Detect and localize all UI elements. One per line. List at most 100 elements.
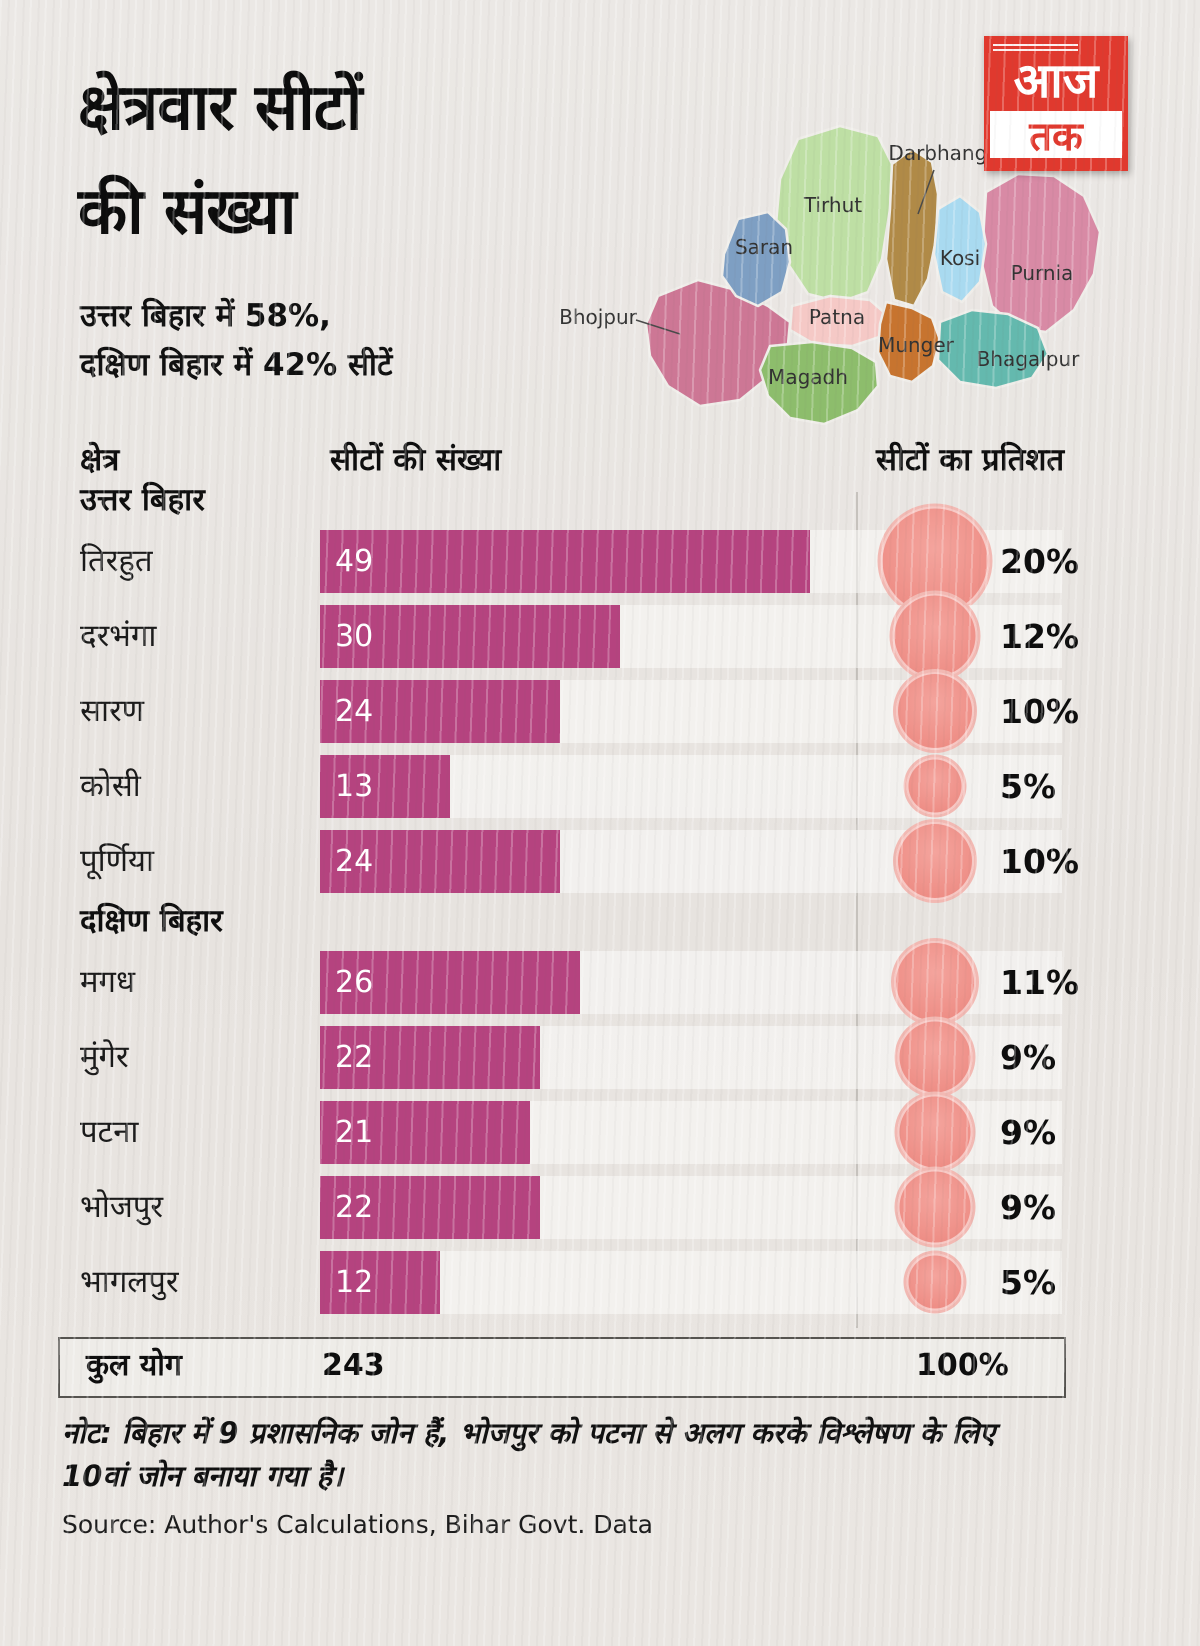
source-credit: Source: Author's Calculations, Bihar Gov… xyxy=(62,1510,653,1539)
map-label-tirhut: Tirhut xyxy=(803,193,862,217)
percent-label: 5% xyxy=(1000,767,1057,806)
region-label: मगध xyxy=(80,964,136,1000)
seat-bar: 24 xyxy=(320,830,560,893)
column-divider xyxy=(856,492,858,1328)
seat-bar: 12 xyxy=(320,1251,440,1314)
seat-count: 22 xyxy=(335,1190,374,1225)
map-label-bhojpur: Bhojpur xyxy=(559,305,638,329)
column-header-percent: सीटों का प्रतिशत xyxy=(876,442,1065,478)
map-label-purnia: Purnia xyxy=(1011,261,1074,285)
percent-circle xyxy=(906,1253,964,1311)
map-pointer-line xyxy=(635,319,681,335)
seat-bar: 49 xyxy=(320,530,810,593)
footnote-line1: नोट: बिहार में 9 प्रशासनिक जोन हैं, भोजप… xyxy=(62,1416,996,1450)
column-header-region: क्षेत्र xyxy=(80,442,120,478)
map-label-patna: Patna xyxy=(809,305,865,329)
region-label: पटना xyxy=(80,1114,139,1150)
region-label: कोसी xyxy=(80,768,141,804)
percent-circle xyxy=(906,757,964,815)
seat-count: 24 xyxy=(335,694,374,729)
seat-bar: 22 xyxy=(320,1026,540,1089)
chart-row: पूर्णिया 24 10% xyxy=(0,822,1200,900)
map-region-kosi xyxy=(932,194,988,304)
chart-row: कोसी 13 5% xyxy=(0,749,1200,824)
page-title: क्षेत्रवार सीटों की संख्या xyxy=(78,56,363,264)
seat-bar: 22 xyxy=(320,1176,540,1239)
map-label-bhagalpur: Bhagalpur xyxy=(977,347,1081,371)
footnote-line2: 10वां जोन बनाया गया है। xyxy=(62,1459,344,1493)
chart-row: मुंगेर 22 9% xyxy=(0,1019,1200,1095)
percent-circle xyxy=(892,593,978,679)
percent-label: 11% xyxy=(1000,963,1079,1002)
seat-bar: 26 xyxy=(320,951,580,1014)
map-label-kosi: Kosi xyxy=(940,246,980,270)
region-label: दरभंगा xyxy=(80,618,157,654)
percent-label: 5% xyxy=(1000,1263,1057,1302)
seat-count: 12 xyxy=(335,1265,374,1300)
seat-bar: 24 xyxy=(320,680,560,743)
percent-label: 9% xyxy=(1000,1113,1057,1152)
seat-count: 24 xyxy=(335,844,374,879)
percent-label: 9% xyxy=(1000,1188,1057,1227)
chart-row: तिरहुत 49 20% xyxy=(0,506,1200,616)
chart-row: पटना 21 9% xyxy=(0,1094,1200,1170)
seat-count: 21 xyxy=(335,1115,374,1150)
subtitle-line1: उत्तर बिहार में 58%, xyxy=(80,298,331,334)
seat-count: 30 xyxy=(335,619,374,654)
percent-circle xyxy=(897,1019,973,1095)
aajtak-logo-top: आज xyxy=(990,41,1122,105)
map-label-magadh: Magadh xyxy=(768,365,848,389)
percent-circle xyxy=(897,1094,973,1170)
subtitle-line2: दक्षिण बिहार में 42% सीटें xyxy=(80,347,393,383)
page-title-line2: की संख्या xyxy=(78,175,296,249)
percent-circle xyxy=(896,672,974,750)
page-title-line1: क्षेत्रवार सीटों xyxy=(78,71,363,145)
percent-label: 9% xyxy=(1000,1038,1057,1077)
seat-count: 26 xyxy=(335,965,374,1000)
percent-label: 12% xyxy=(1000,617,1079,656)
column-header-seats: सीटों की संख्या xyxy=(330,442,502,478)
map-region-purnia xyxy=(980,172,1102,334)
percent-circle xyxy=(896,822,974,900)
map-region-magadh xyxy=(758,340,880,426)
chart-rows: उत्तर बिहार तिरहुत 49 20% दरभंगा 30 12% सारण 24 1… xyxy=(0,478,1200,1320)
region-label: भागलपुर xyxy=(80,1264,179,1300)
region-label: भोजपुर xyxy=(80,1189,164,1225)
region-label: पूर्णिया xyxy=(80,843,155,879)
chart-row: सारण 24 10% xyxy=(0,672,1200,750)
chart-row: मगध 26 11% xyxy=(0,941,1200,1023)
seat-bar: 30 xyxy=(320,605,620,668)
percent-circle xyxy=(897,1169,973,1245)
map-region-munger xyxy=(876,300,942,384)
region-label: सारण xyxy=(80,693,145,729)
group-label: दक्षिण बिहार xyxy=(80,903,223,939)
map-label-saran: Saran xyxy=(735,235,793,259)
map-region-saran xyxy=(720,210,792,308)
chart-row: भागलपुर 12 5% xyxy=(0,1245,1200,1320)
aajtak-logo: आज तक xyxy=(984,36,1128,171)
percent-circle xyxy=(894,941,976,1023)
map-region-darbhanga xyxy=(884,147,940,308)
total-label: कुल योग xyxy=(86,1348,182,1383)
chart-row: दरभंगा 30 12% xyxy=(0,593,1200,679)
percent-label: 10% xyxy=(1000,692,1079,731)
map-pointer-line xyxy=(917,169,935,215)
bihar-map: Tirhut Purnia Bhojpur Saran Darbhanga Kosi Pat… xyxy=(559,124,1102,426)
seat-count: 22 xyxy=(335,1040,374,1075)
seat-count: 49 xyxy=(335,544,374,579)
seat-bar: 13 xyxy=(320,755,450,818)
percent-label: 20% xyxy=(1000,542,1079,581)
percent-label: 10% xyxy=(1000,842,1079,881)
total-percent: 100% xyxy=(916,1348,1009,1383)
map-label-munger: Munger xyxy=(878,333,955,357)
page-subtitle: उत्तर बिहार में 58%, दक्षिण बिहार में 42… xyxy=(80,292,393,390)
total-seats: 243 xyxy=(322,1348,385,1383)
map-region-bhagalpur xyxy=(936,308,1050,390)
seat-count: 13 xyxy=(335,769,374,804)
group-label: उत्तर बिहार xyxy=(80,482,205,518)
map-label-darbhanga: Darbhanga xyxy=(888,141,999,165)
seat-bar: 21 xyxy=(320,1101,530,1164)
footnote: नोट: बिहार में 9 प्रशासनिक जोन हैं, भोजप… xyxy=(62,1412,995,1498)
total-row: कुल योग 243 100% xyxy=(58,1337,1066,1398)
